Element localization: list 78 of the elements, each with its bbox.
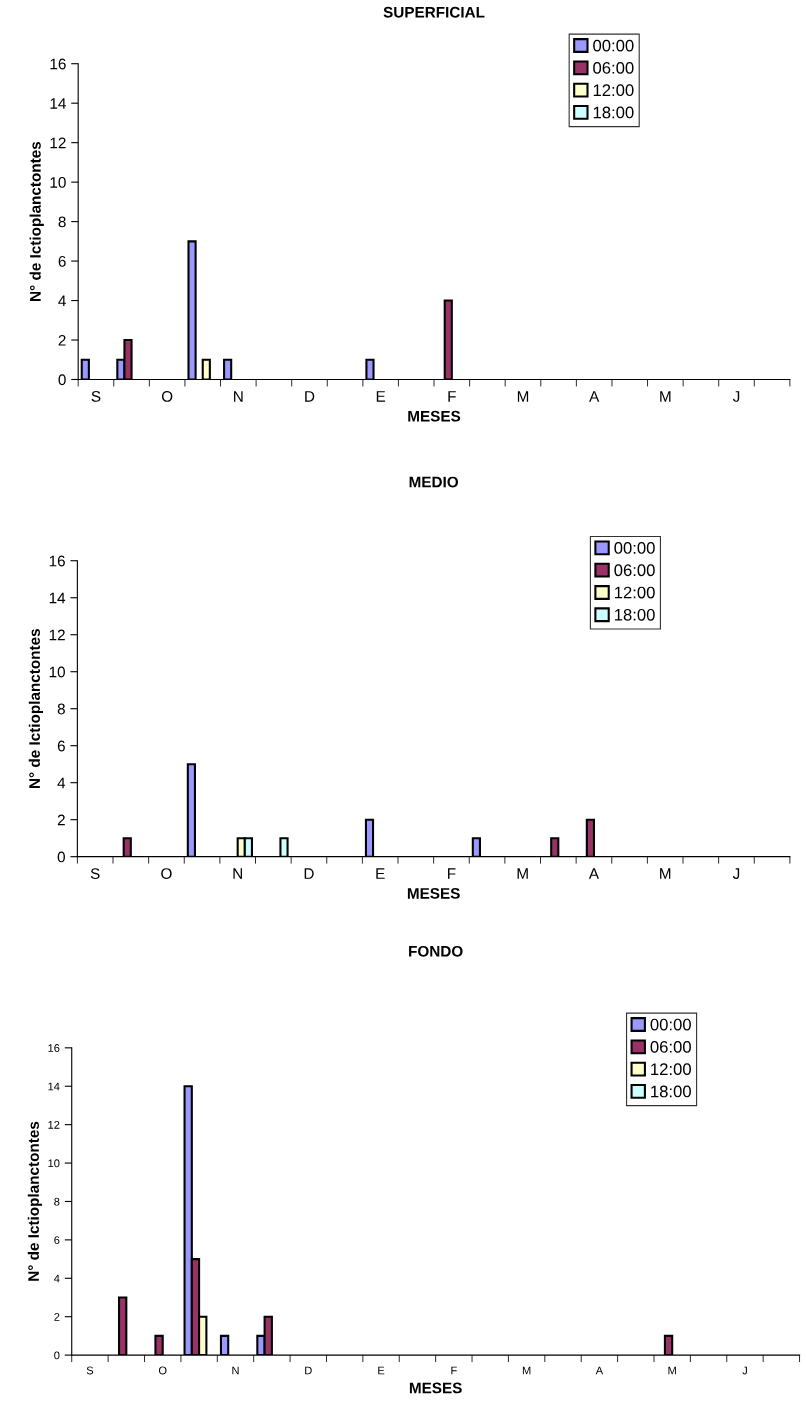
y-tick-label: 14	[48, 1082, 60, 1091]
chart-title: MEDIO	[409, 476, 459, 488]
legend-label: 06:00	[614, 564, 655, 577]
y-tick-label: 2	[58, 334, 66, 346]
y-tick-label: 2	[57, 814, 65, 826]
legend-label: 06:00	[593, 61, 634, 74]
y-tick-label: 10	[50, 177, 66, 188]
y-tick-label: 0	[54, 1351, 60, 1360]
x-tick-label: S	[86, 1366, 94, 1375]
x-axis-title: MESES	[408, 410, 461, 422]
x-tick-label: E	[376, 868, 385, 879]
y-tick-label: 12	[49, 629, 65, 641]
x-tick-label: D	[305, 391, 315, 402]
legend-label: 18:00	[614, 608, 655, 621]
legend-label: 12:00	[593, 84, 634, 97]
y-tick-label: 4	[54, 1274, 60, 1283]
x-tick-label: D	[305, 1366, 312, 1375]
y-tick-label: 10	[49, 666, 65, 678]
legend-label: 18:00	[651, 1085, 691, 1098]
x-tick-label: M	[660, 868, 671, 879]
chart-title: FONDO	[409, 945, 463, 957]
y-tick-label: 16	[48, 1044, 60, 1052]
x-tick-label: O	[158, 1366, 167, 1375]
x-tick-label: F	[448, 391, 456, 402]
y-tick-label: 14	[49, 592, 66, 604]
y-tick-label: 14	[50, 98, 66, 109]
legend-label: 06:00	[650, 1040, 691, 1053]
x-tick-label: F	[448, 868, 456, 879]
x-tick-label: J	[732, 391, 740, 402]
legend-label: 12:00	[614, 586, 655, 599]
y-tick-label: 16	[50, 58, 66, 70]
legend-label: 00:00	[593, 39, 634, 52]
x-tick-label: F	[451, 1366, 457, 1375]
y-tick-label: 6	[57, 740, 65, 752]
x-axis-title: MESES	[407, 887, 460, 899]
y-tick-label: 8	[57, 703, 65, 715]
y-tick-label: 2	[54, 1312, 60, 1321]
x-tick-label: S	[90, 868, 100, 880]
y-tick-label: 12	[48, 1120, 60, 1129]
x-tick-label: A	[595, 1366, 604, 1375]
y-tick-label: 4	[58, 295, 66, 307]
y-tick-label: 0	[57, 851, 65, 863]
x-tick-label: N	[232, 1366, 239, 1375]
legend-label: 00:00	[614, 542, 655, 554]
x-tick-label: E	[378, 1366, 385, 1375]
x-tick-label: S	[91, 391, 101, 402]
x-tick-label: M	[668, 1366, 676, 1375]
y-tick-label: 6	[54, 1236, 60, 1245]
y-tick-label: 8	[58, 216, 66, 228]
x-tick-label: O	[161, 868, 172, 880]
y-axis-title: N° de Ictioplanctontes	[27, 1121, 43, 1281]
y-tick-label: 0	[58, 374, 66, 386]
legend-label: 00:00	[650, 1018, 691, 1031]
y-axis-title: N° de Ictioplanctontes	[29, 141, 44, 301]
x-tick-label: E	[376, 391, 386, 402]
y-axis-title: N° de Ictioplanctontes	[28, 629, 44, 788]
x-tick-label: M	[517, 868, 528, 879]
chart-title: SUPERFICIAL	[383, 6, 485, 18]
x-tick-label: M	[517, 391, 529, 402]
y-tick-label: 8	[54, 1197, 60, 1206]
x-tick-label: J	[742, 1366, 747, 1375]
x-tick-label: A	[589, 391, 600, 402]
x-tick-label: O	[161, 391, 173, 402]
x-tick-label: M	[660, 391, 671, 402]
x-tick-label: N	[234, 391, 243, 402]
y-tick-label: 4	[57, 777, 66, 789]
y-tick-label: 6	[58, 255, 66, 267]
y-tick-label: 10	[48, 1159, 60, 1168]
legend-label: 12:00	[651, 1063, 691, 1076]
y-tick-label: 16	[49, 555, 65, 567]
x-tick-label: D	[304, 868, 314, 879]
x-tick-label: J	[732, 868, 740, 880]
legend-label: 18:00	[593, 106, 634, 119]
y-tick-label: 12	[50, 137, 66, 149]
x-axis-title: MESES	[409, 1382, 462, 1394]
x-tick-label: A	[588, 868, 600, 879]
x-tick-label: M	[522, 1366, 531, 1375]
x-tick-label: N	[233, 868, 242, 879]
